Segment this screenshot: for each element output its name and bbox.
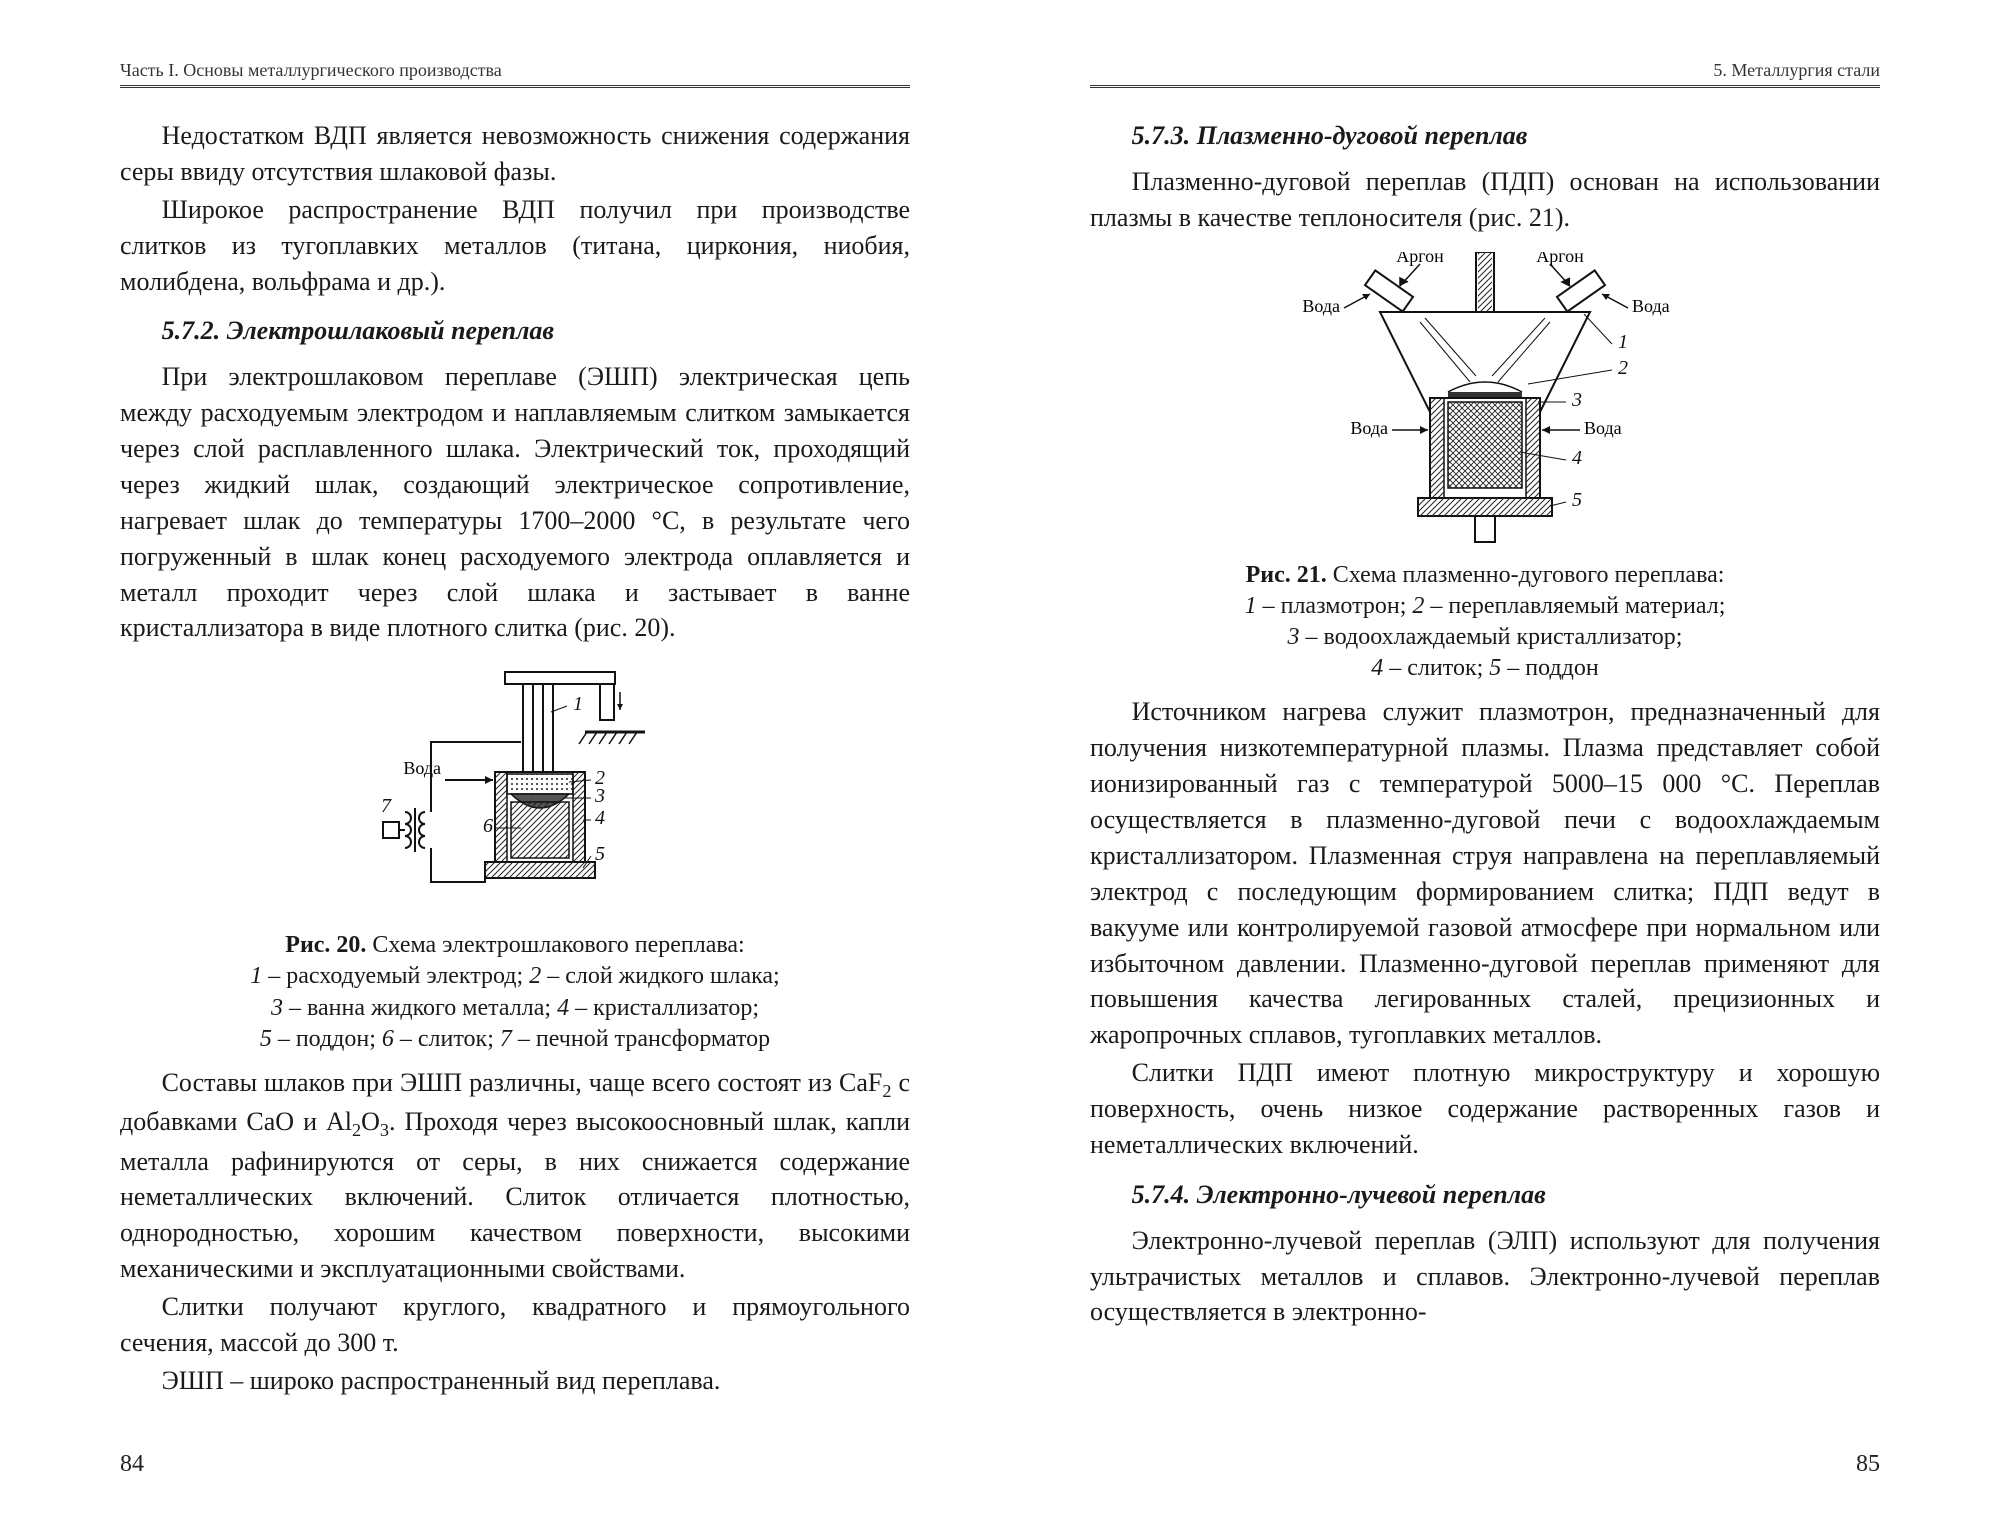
svg-text:4: 4 <box>595 807 605 829</box>
figure-20-svg: Вода 1 2 <box>335 662 695 922</box>
svg-text:3: 3 <box>1571 389 1582 411</box>
running-header-left: Часть I. Основы металлургического произв… <box>120 60 910 88</box>
svg-text:2: 2 <box>1618 357 1628 379</box>
paragraph: Источником нагрева служит плазмотрон, пр… <box>1090 694 1880 1053</box>
section-572-title: 5.7.2. Электрошлаковый переплав <box>120 313 910 349</box>
right-page: 5. Металлургия стали 5.7.3. Плазменно-ду… <box>1000 0 2000 1514</box>
right-body: 5.7.3. Плазменно-дуговой переплав Плазме… <box>1090 118 1880 1330</box>
paragraph: При электрошлаковом переплаве (ЭШП) элек… <box>120 359 910 646</box>
paragraph: Плазменно-дуговой переплав (ПДП) основан… <box>1090 164 1880 236</box>
fig21-line1: 1 – плазмотрон; 2 – переплавляемый матер… <box>1245 593 1726 619</box>
paragraph: Широкое распространение ВДП получил при … <box>120 192 910 300</box>
fig21-line3: 4 – слиток; 5 – поддон <box>1371 655 1598 681</box>
svg-text:3: 3 <box>594 785 605 807</box>
svg-text:5: 5 <box>1572 489 1582 511</box>
paragraph: Электронно-лучевой переплав (ЭЛП) исполь… <box>1090 1223 1880 1331</box>
paragraph: Составы шлаков при ЭШП различны, чаще вс… <box>120 1065 910 1287</box>
running-header-right: 5. Металлургия стали <box>1090 60 1880 88</box>
fig20-line2: 3 – ванна жидкого металла; 4 – кристалли… <box>271 995 759 1021</box>
fig20-voda-label: Вода <box>403 758 441 778</box>
fig21-desc: Схема плазменно-дугового переплава: <box>1327 562 1725 588</box>
section-574-title: 5.7.4. Электронно-лучевой переплав <box>1090 1177 1880 1213</box>
book-spread: Часть I. Основы металлургического произв… <box>0 0 2000 1514</box>
svg-text:4: 4 <box>1572 447 1582 469</box>
svg-text:5: 5 <box>595 843 605 865</box>
figure-20-caption: Рис. 20. Схема электрошлакового переплав… <box>120 930 910 1055</box>
fig20-desc: Схема электрошлакового переплава: <box>366 932 744 958</box>
paragraph: Слитки получают круглого, квадратного и … <box>120 1289 910 1361</box>
fig21-argon-r: Аргон <box>1536 252 1584 266</box>
fig21-line2: 3 – водоохлаждаемый кристаллизатор; <box>1288 624 1683 650</box>
fig21-voda-mr: Вода <box>1584 418 1622 438</box>
fig21-voda-ml: Вода <box>1350 418 1388 438</box>
fig21-voda-tl: Вода <box>1302 296 1340 316</box>
fig20-line3: 5 – поддон; 6 – слиток; 7 – печной транс… <box>260 1026 770 1052</box>
fig21-title: Рис. 21. <box>1246 562 1327 588</box>
figure-21-svg: Аргон Аргон Вода Вода <box>1270 252 1700 552</box>
figure-21-caption: Рис. 21. Схема плазменно-дугового перепл… <box>1090 560 1880 685</box>
paragraph: Слитки ПДП имеют плотную микроструктуру … <box>1090 1055 1880 1163</box>
svg-text:1: 1 <box>1618 331 1628 353</box>
fig20-title: Рис. 20. <box>285 932 366 958</box>
paragraph: ЭШП – широко распространенный вид перепл… <box>120 1363 910 1399</box>
section-573-title: 5.7.3. Плазменно-дуговой переплав <box>1090 118 1880 154</box>
svg-text:1: 1 <box>573 693 583 715</box>
svg-text:7: 7 <box>381 795 392 817</box>
fig20-line1: 1 – расходуемый электрод; 2 – слой жидко… <box>250 963 779 989</box>
page-number-left: 84 <box>120 1451 144 1478</box>
figure-20: Вода 1 2 <box>120 662 910 1055</box>
page-number-right: 85 <box>1856 1451 1880 1478</box>
figure-21: Аргон Аргон Вода Вода <box>1090 252 1880 685</box>
svg-text:6: 6 <box>483 815 493 837</box>
paragraph: Недостатком ВДП является невозможность с… <box>120 118 910 190</box>
left-page: Часть I. Основы металлургического произв… <box>0 0 1000 1514</box>
fig21-argon-l: Аргон <box>1396 252 1444 266</box>
fig21-voda-tr: Вода <box>1632 296 1670 316</box>
left-body: Недостатком ВДП является невозможность с… <box>120 118 910 1399</box>
